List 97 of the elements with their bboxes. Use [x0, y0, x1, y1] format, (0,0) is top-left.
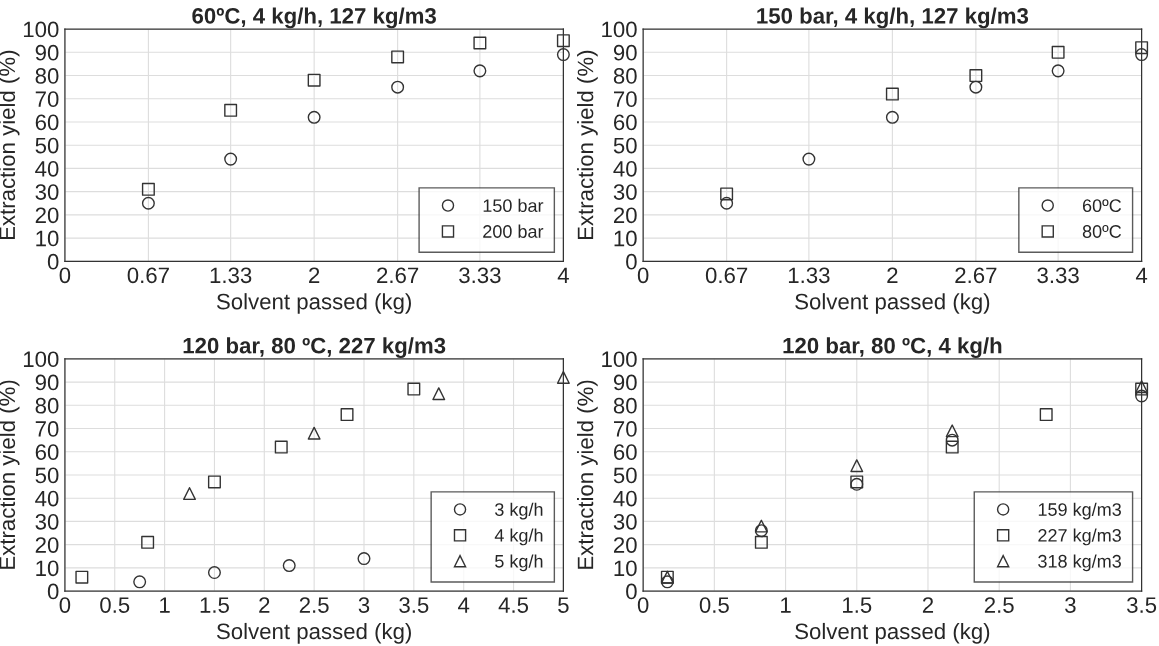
x-axis-title: Solvent passed (kg) [795, 622, 990, 644]
y-tick-label: 0 [626, 253, 637, 270]
x-tick-label: 0.67 [127, 267, 169, 284]
x-axis-title: Solvent passed (kg) [216, 622, 411, 644]
y-tick-label: 70 [35, 421, 59, 437]
y-tick-label: 30 [35, 513, 59, 530]
y-tick-label: 0 [626, 583, 637, 600]
x-tick-label: 0 [637, 597, 649, 613]
x-tick-label: 3 [358, 597, 370, 613]
y-axis-title: Extraction yield (%) [577, 50, 598, 240]
y-tick-label: 70 [614, 91, 637, 108]
x-tick-label: 2.67 [377, 267, 419, 284]
x-tick-label: 2.5 [984, 597, 1014, 613]
x-tick-label: 1.33 [788, 267, 830, 284]
x-tick-label: 3 [1065, 597, 1076, 613]
y-tick-label: 50 [613, 137, 637, 154]
y-tick-label: 100 [23, 21, 59, 38]
x-tick-label: 2 [922, 597, 934, 613]
x-tick-label: 3.33 [1037, 267, 1079, 284]
y-tick-label: 10 [614, 230, 637, 247]
y-tick-label: 60 [614, 114, 637, 131]
y-tick-label: 80 [35, 68, 59, 84]
x-tick-label: 2 [887, 267, 898, 283]
y-tick-label: 10 [614, 560, 637, 577]
x-tick-label: 5 [558, 597, 569, 613]
x-tick-label: 1 [160, 597, 170, 613]
legend-label: 3 kg/h [495, 502, 543, 520]
y-tick-label: 90 [613, 374, 637, 391]
y-tick-label: 90 [35, 44, 59, 61]
y-tick-label: 20 [35, 207, 59, 224]
legend-label: 159 kg/m3 [1038, 502, 1121, 520]
y-tick-label: 90 [35, 374, 59, 391]
legend-label: 60ºC [1082, 199, 1122, 213]
x-tick-label: 2.67 [955, 267, 997, 284]
x-tick-label: 3.5 [399, 597, 429, 613]
x-tick-label: 2 [309, 267, 320, 283]
legend-label: 227 kg/m3 [1038, 528, 1121, 546]
chart-title: 120 bar, 80 ºC, 4 kg/h [783, 337, 1002, 358]
x-tick-label: 4 [557, 267, 569, 283]
y-tick-label: 0 [47, 583, 59, 600]
x-tick-label: 0 [59, 267, 71, 284]
y-tick-label: 20 [613, 207, 637, 224]
legend-label: 80ºC [1082, 225, 1122, 238]
y-tick-label: 70 [35, 91, 59, 108]
y-tick-label: 10 [36, 560, 59, 577]
chart-title: 60ºC, 4 kg/h, 127 kg/m3 [192, 7, 436, 29]
x-tick-label: 4.5 [498, 597, 529, 613]
y-tick-label: 80 [613, 68, 637, 84]
y-tick-label: 100 [602, 351, 637, 368]
y-tick-label: 10 [36, 230, 59, 247]
y-tick-label: 80 [35, 397, 59, 414]
legend-label: 200 bar [483, 224, 544, 238]
x-axis-title: Solvent passed (kg) [795, 293, 990, 314]
x-tick-label: 0 [59, 597, 71, 613]
y-axis-title: Extraction yield (%) [577, 380, 598, 569]
y-tick-label: 70 [614, 421, 637, 437]
y-tick-label: 100 [23, 351, 59, 368]
x-tick-label: 4 [458, 597, 470, 613]
y-tick-label: 20 [35, 537, 59, 553]
x-tick-label: 1.5 [200, 597, 229, 613]
x-axis-title: Solvent passed (kg) [216, 293, 411, 314]
y-tick-label: 30 [613, 184, 637, 200]
x-tick-label: 2 [259, 597, 270, 613]
y-tick-label: 40 [35, 160, 59, 177]
y-tick-label: 50 [35, 137, 59, 154]
y-tick-label: 50 [613, 467, 637, 484]
y-tick-label: 80 [613, 397, 637, 414]
x-tick-label: 4 [1135, 267, 1148, 283]
x-tick-label: 1.5 [843, 597, 872, 613]
x-tick-label: 0.5 [100, 597, 130, 613]
y-tick-label: 100 [602, 21, 637, 38]
chart-title: 150 bar, 4 kg/h, 127 kg/m3 [757, 7, 1029, 29]
x-tick-label: 3.5 [1127, 597, 1157, 613]
x-tick-label: 0.5 [699, 597, 729, 613]
x-tick-label: 1 [781, 597, 791, 613]
legend-label: 5 kg/h [495, 554, 543, 572]
legend-label: 318 kg/m3 [1038, 554, 1121, 572]
legend-label: 150 bar [483, 198, 544, 213]
y-tick-label: 40 [35, 490, 59, 507]
x-tick-label: 0.67 [705, 267, 748, 284]
y-tick-label: 30 [613, 513, 637, 530]
y-tick-label: 60 [35, 114, 59, 131]
y-tick-label: 0 [47, 253, 59, 270]
y-tick-label: 30 [35, 184, 59, 200]
y-tick-label: 40 [613, 160, 637, 177]
x-tick-label: 0 [637, 267, 649, 284]
y-tick-label: 50 [35, 467, 59, 484]
y-tick-label: 90 [613, 44, 637, 61]
y-tick-label: 20 [613, 537, 637, 553]
x-tick-label: 2.5 [299, 597, 329, 613]
y-tick-label: 60 [35, 444, 59, 461]
x-tick-label: 3.33 [459, 267, 501, 284]
legend-label: 4 kg/h [494, 528, 543, 546]
y-tick-label: 60 [614, 444, 637, 461]
chart-title: 120 bar, 80 ºC, 227 kg/m3 [183, 337, 446, 358]
y-tick-label: 40 [613, 490, 637, 507]
x-tick-label: 1.33 [210, 267, 252, 284]
